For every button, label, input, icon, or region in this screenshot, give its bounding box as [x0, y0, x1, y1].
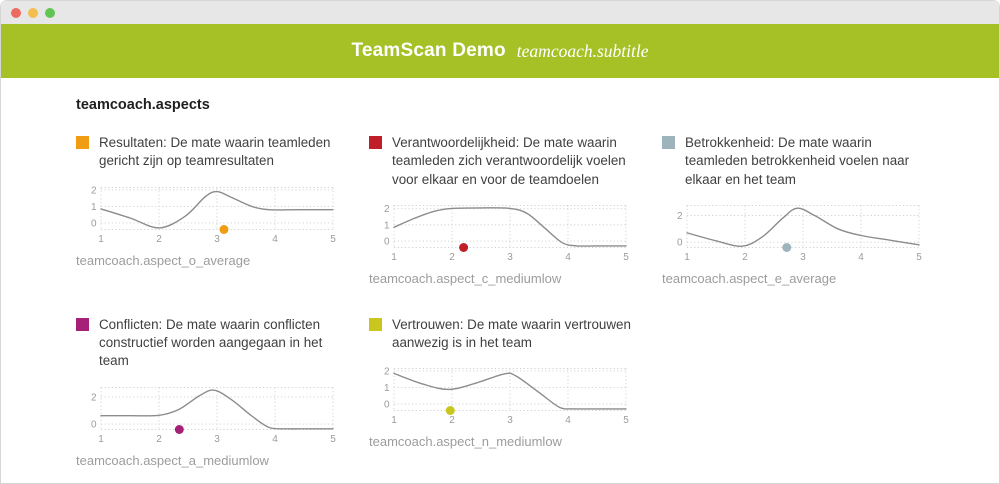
aspect-color-swatch — [369, 317, 382, 331]
aspect-card-vertrouwen: Vertrouwen: De mate waarin vertrouwen aa… — [369, 316, 641, 450]
svg-text:5: 5 — [330, 434, 336, 445]
svg-text:2: 2 — [156, 234, 162, 245]
svg-text:1: 1 — [98, 234, 104, 245]
aspect-card-verantwoordelijkheid: Verantwoordelijkheid: De mate waarin tea… — [369, 134, 641, 286]
aspect-card-head: Resultaten: De mate waarin teamleden ger… — [76, 134, 348, 171]
aspect-card-head: Verantwoordelijkheid: De mate waarin tea… — [369, 134, 641, 189]
app-title: TeamScan Demo — [351, 40, 506, 61]
aspect-distribution-chart: 0 2 1 2 3 4 5 — [677, 204, 922, 263]
aspect-color-swatch — [76, 136, 89, 149]
aspect-card-betrokkenheid: Betrokkenheid: De mate waarin teamleden … — [662, 134, 934, 286]
svg-text:2: 2 — [384, 204, 390, 215]
aspect-card-head: Vertrouwen: De mate waarin vertrouwen aa… — [369, 316, 641, 353]
svg-text:3: 3 — [214, 234, 220, 245]
svg-text:2: 2 — [449, 415, 455, 426]
svg-text:0: 0 — [91, 419, 97, 430]
aspect-chart-label: teamcoach.aspect_c_mediumlow — [369, 270, 562, 286]
svg-text:1: 1 — [98, 434, 104, 445]
aspect-card-head: Conflicten: De mate waarin conflicten co… — [76, 316, 348, 371]
svg-text:2: 2 — [384, 367, 390, 378]
aspect-description: Conflicten: De mate waarin conflicten co… — [99, 316, 323, 369]
aspect-chart-label: teamcoach.aspect_e_average — [662, 270, 837, 286]
content-area: teamcoach.aspects Resultaten: De mate wa… — [1, 78, 999, 468]
app-subtitle: teamcoach.subtitle — [516, 40, 649, 61]
window-titlebar — [1, 1, 999, 24]
svg-text:0: 0 — [384, 236, 390, 247]
aspects-grid: Resultaten: De mate waarin teamleden ger… — [76, 134, 999, 468]
maximize-button[interactable] — [45, 7, 55, 18]
svg-text:3: 3 — [507, 415, 513, 426]
close-button[interactable] — [11, 7, 21, 18]
aspect-chart-label: teamcoach.aspect_n_mediumlow — [369, 434, 562, 450]
svg-text:4: 4 — [565, 252, 571, 263]
svg-text:3: 3 — [214, 434, 220, 445]
section-heading: teamcoach.aspects — [76, 97, 210, 113]
minimize-button[interactable] — [28, 7, 38, 18]
svg-text:2: 2 — [742, 252, 748, 263]
aspect-color-swatch — [76, 317, 89, 331]
svg-text:4: 4 — [272, 434, 278, 445]
svg-text:2: 2 — [156, 434, 162, 445]
svg-text:2: 2 — [91, 392, 97, 403]
aspect-distribution-chart: 0 2 1 2 3 4 5 — [91, 386, 336, 445]
aspect-chart-label: teamcoach.aspect_o_average — [76, 252, 251, 268]
svg-text:2: 2 — [91, 185, 97, 196]
aspect-card-head: Betrokkenheid: De mate waarin teamleden … — [662, 134, 934, 189]
aspect-description: Betrokkenheid: De mate waarin teamleden … — [685, 135, 910, 187]
svg-text:4: 4 — [272, 234, 278, 245]
svg-text:0: 0 — [677, 238, 683, 249]
svg-text:1: 1 — [384, 220, 390, 231]
svg-text:4: 4 — [858, 252, 864, 263]
svg-text:1: 1 — [391, 415, 397, 426]
svg-text:0: 0 — [384, 400, 390, 411]
svg-text:1: 1 — [391, 252, 397, 263]
svg-text:1: 1 — [91, 202, 97, 213]
svg-text:3: 3 — [800, 252, 806, 263]
aspect-description: Resultaten: De mate waarin teamleden ger… — [99, 135, 331, 169]
svg-text:5: 5 — [623, 252, 629, 263]
svg-text:1: 1 — [684, 252, 690, 263]
svg-text:2: 2 — [677, 211, 683, 222]
aspect-card-resultaten: Resultaten: De mate waarin teamleden ger… — [76, 134, 348, 268]
svg-text:4: 4 — [565, 415, 571, 426]
svg-text:5: 5 — [623, 415, 629, 426]
svg-text:2: 2 — [449, 252, 455, 263]
svg-text:5: 5 — [916, 252, 922, 263]
aspect-card-conflicten: Conflicten: De mate waarin conflicten co… — [76, 316, 348, 468]
svg-text:1: 1 — [384, 383, 390, 394]
aspect-description: Vertrouwen: De mate waarin vertrouwen aa… — [392, 316, 631, 351]
aspect-color-swatch — [662, 136, 675, 149]
svg-text:3: 3 — [507, 252, 513, 263]
svg-text:0: 0 — [91, 218, 97, 229]
app-header: TeamScan Demo teamcoach.subtitle — [1, 24, 999, 78]
svg-text:5: 5 — [330, 234, 336, 245]
aspect-chart-label: teamcoach.aspect_a_mediumlow — [76, 452, 269, 468]
aspect-description: Verantwoordelijkheid: De mate waarin tea… — [392, 135, 626, 187]
aspect-color-swatch — [369, 136, 382, 149]
